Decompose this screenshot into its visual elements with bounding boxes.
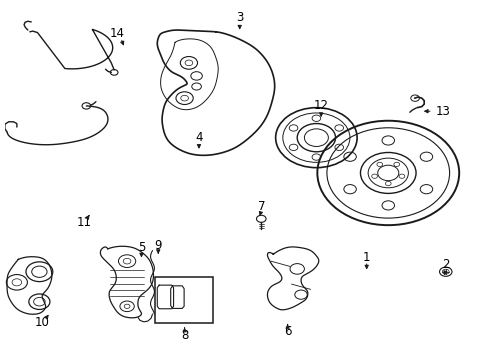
Text: 13: 13 (435, 105, 450, 118)
Text: 10: 10 (35, 316, 50, 329)
Text: 6: 6 (284, 325, 291, 338)
Text: 3: 3 (236, 11, 243, 24)
Text: 4: 4 (195, 131, 203, 144)
Text: 12: 12 (313, 99, 328, 112)
Bar (155, 277, 213, 323)
Text: 5: 5 (138, 240, 145, 253)
Text: 9: 9 (154, 239, 162, 252)
Text: 1: 1 (362, 251, 370, 264)
Text: 8: 8 (181, 329, 188, 342)
Text: 7: 7 (257, 200, 264, 213)
Text: 14: 14 (110, 27, 125, 40)
Text: 2: 2 (441, 258, 448, 271)
Text: 11: 11 (76, 216, 91, 229)
